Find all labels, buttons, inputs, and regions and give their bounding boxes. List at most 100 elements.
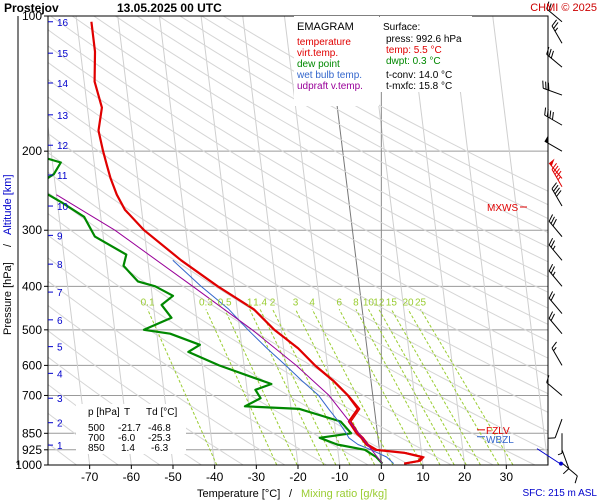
wind-barb-staff — [548, 318, 563, 335]
mxws-label: MXWS — [487, 203, 518, 214]
altitude-tick-label: 3 — [57, 394, 63, 405]
mixing-ratio-line — [420, 309, 514, 465]
x-axis-separator: / — [289, 488, 293, 500]
altitude-tick-label: 15 — [57, 49, 69, 60]
mixing-ratio-line — [311, 309, 394, 465]
y-axis-separator: / — [2, 243, 14, 247]
wind-barb-full — [562, 468, 570, 475]
mixing-ratio-label: 1.4 — [253, 297, 267, 308]
wind-barb-full — [544, 107, 547, 116]
mixing-ratio-line — [407, 309, 500, 465]
wind-barb-full — [553, 165, 559, 173]
x-tick-label: 20 — [458, 470, 472, 484]
legend-item-wet-bulb: wet bulb temp. — [296, 70, 362, 81]
y-tick-label: 400 — [22, 279, 42, 293]
surface-wind-barb — [536, 448, 561, 465]
wind-barb-staff — [548, 220, 563, 237]
wind-barb — [546, 46, 563, 68]
altitude-tick-label: 14 — [57, 79, 69, 90]
wind-barb — [551, 341, 563, 366]
altitude-tick-label: 8 — [57, 260, 63, 271]
wind-barb-full — [546, 1, 550, 10]
wind-barb-staff — [546, 8, 563, 23]
wind-barb-half — [553, 347, 557, 351]
table-cell: 500 — [88, 423, 105, 434]
wind-barb-full — [548, 214, 554, 222]
wind-barb-staff — [551, 188, 563, 207]
altitude-axis-label: Altitude [km] — [2, 174, 14, 235]
y-tick-label: 500 — [22, 323, 42, 337]
wind-barb — [544, 107, 563, 126]
legend-item-updraft: udpraft v.temp. — [297, 81, 363, 92]
x-tick-label: -70 — [81, 470, 99, 484]
surface-tmxfc: t-mxfc: 15.8 °C — [386, 81, 452, 92]
altitude-tick-label: 1 — [57, 441, 63, 452]
mixing-ratio-label: 6 — [336, 297, 342, 308]
wind-barb-staff — [551, 25, 563, 44]
wind-barb-staff — [548, 162, 563, 179]
x-tick-label: -60 — [123, 470, 141, 484]
wind-barb-full — [550, 50, 554, 59]
table-header-p: p [hPa] — [88, 407, 120, 418]
mixing-ratio-label: 15 — [386, 297, 398, 308]
credit-text: CHMI © 2025 — [530, 2, 597, 14]
table-cell: -21.7 — [118, 423, 141, 434]
wind-barb-staff — [551, 169, 563, 187]
wind-barb-full — [547, 437, 556, 439]
wind-barb-full — [552, 218, 557, 227]
altitude-tick-label: 7 — [57, 288, 63, 299]
dry-adiabat — [115, 16, 548, 263]
x-axis-label: Temperature [°C] — [197, 488, 280, 500]
wind-barb-full — [551, 341, 557, 349]
dry-adiabat — [48, 96, 548, 395]
wind-barb-staff — [548, 297, 563, 314]
wind-barb-full — [546, 46, 550, 55]
wind-barb-staff — [548, 270, 563, 287]
mixing-ratio-label: 10 — [363, 297, 375, 308]
mixing-ratio-line — [355, 309, 441, 465]
legend-item-temperature: temperature — [297, 37, 351, 48]
x-tick-label: 0 — [378, 470, 385, 484]
wind-barb-full — [550, 313, 555, 321]
wind-barb-full — [545, 81, 547, 90]
wind-barb — [551, 19, 563, 44]
y-tick-label: 100 — [22, 9, 42, 23]
mixing-ratio-label: 8 — [353, 297, 359, 308]
wind-barb-full — [550, 240, 555, 248]
sounding-datetime: 13.05.2025 00 UTC — [117, 1, 222, 15]
dry-adiabat — [48, 257, 369, 465]
series-virt-temp — [102, 151, 425, 465]
altitude-tick-label: 13 — [57, 111, 69, 122]
dry-adiabat — [48, 304, 286, 465]
table-cell: -46.8 — [148, 423, 171, 434]
dry-adiabat — [48, 114, 548, 413]
altitude-tick-label: 12 — [57, 141, 69, 152]
surface-temp: temp: 5.5 °C — [386, 45, 442, 56]
x-tick-label: 10 — [416, 470, 430, 484]
dry-adiabat — [158, 16, 548, 234]
wind-barb — [546, 1, 563, 23]
wind-barb-pennant — [549, 158, 555, 167]
wind-barb-full — [554, 187, 560, 195]
wind-barb-full — [549, 110, 552, 119]
wind-barb-full — [548, 263, 554, 272]
wind-barb-staff — [548, 244, 563, 261]
axes: 0.1 0.3 0.5 1 1.4 2 3 4 6 8 10 12 15 20 25100200300400… — [15, 9, 549, 484]
series-udpraft-v-temp — [56, 194, 383, 464]
wind-barb-full — [548, 291, 554, 299]
profile-series — [48, 21, 425, 465]
dry-adiabat — [48, 412, 119, 465]
dry-adiabat — [50, 16, 548, 309]
wind-barb-full — [556, 190, 562, 197]
mixing-ratio-line — [259, 309, 337, 465]
wind-barb — [546, 375, 563, 396]
y-tick-label: 300 — [22, 223, 42, 237]
dry-adiabat — [48, 330, 244, 465]
dry-adiabat — [136, 16, 548, 248]
dry-adiabat — [48, 45, 548, 342]
isotherm-line — [48, 122, 91, 465]
mixing-ratio-label: 20 — [402, 297, 414, 308]
wind-barb-half — [554, 27, 559, 32]
fzlv-label: FZLV — [486, 426, 510, 437]
x-tick-label: -50 — [164, 470, 182, 484]
